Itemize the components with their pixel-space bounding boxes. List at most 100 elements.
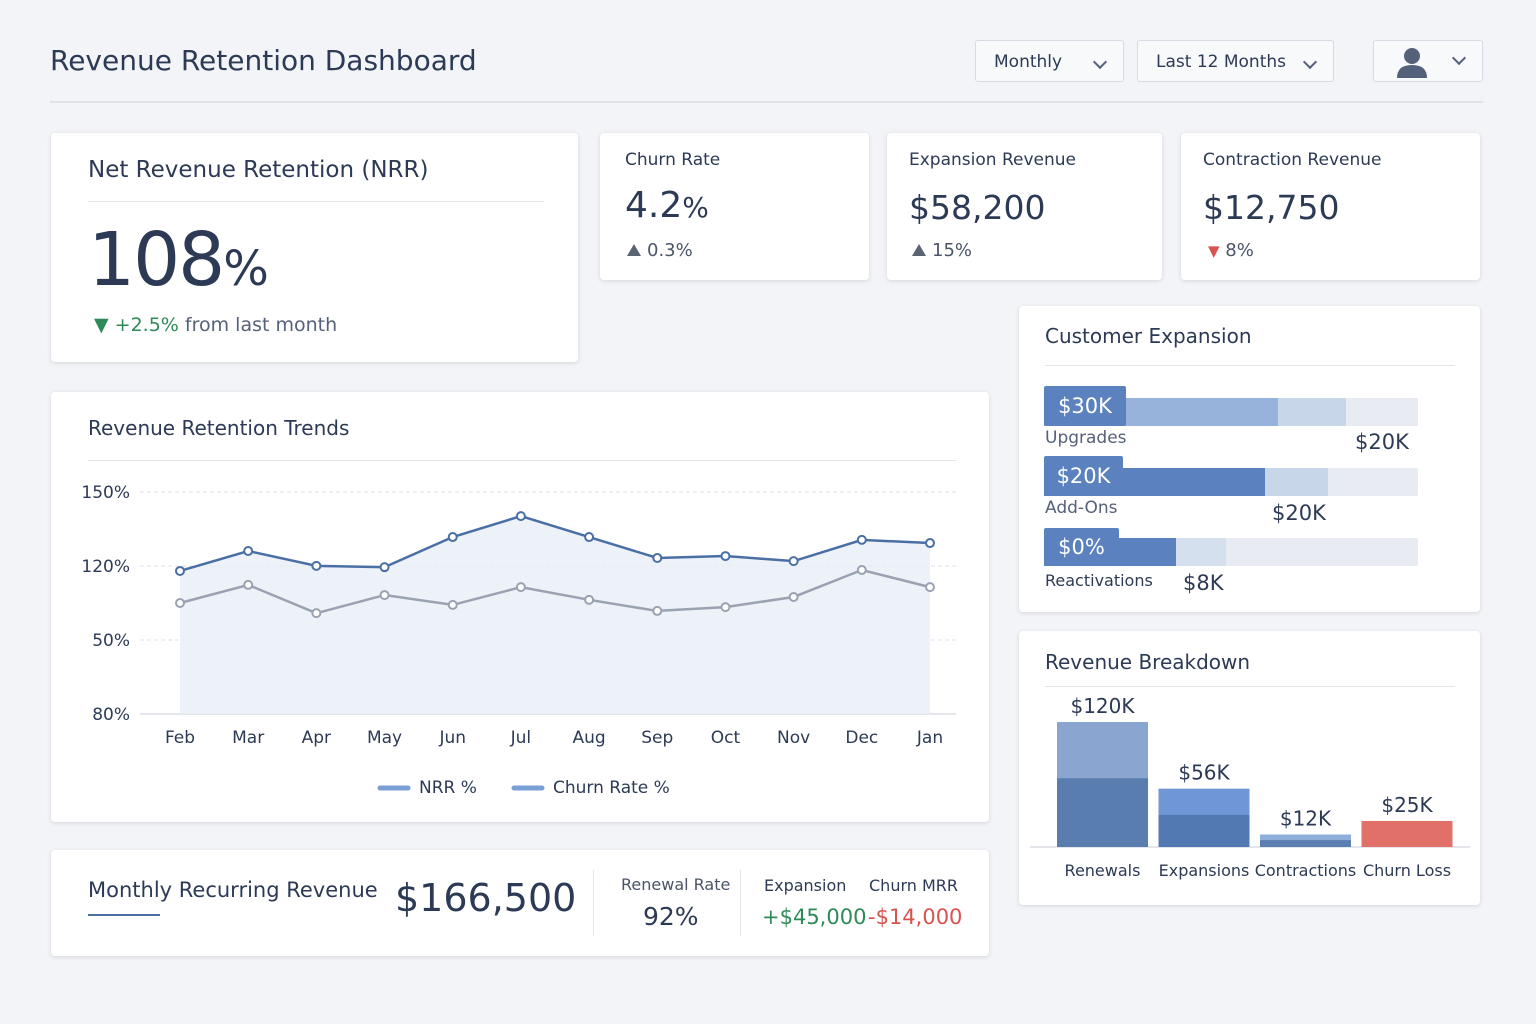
point: [788, 591, 799, 602]
point: [652, 605, 663, 616]
kpi-title: Churn Rate: [625, 150, 721, 170]
kpi-change: 15%: [912, 240, 972, 261]
stat-value: +$45,000: [762, 905, 867, 929]
bar-shade: [1260, 840, 1351, 847]
point: [243, 579, 254, 590]
divider: [50, 101, 1483, 103]
kpi-card: Churn Rate 4.2% 0.3%: [600, 133, 869, 280]
x-tick-label: Feb: [165, 728, 195, 748]
x-tick-label: Expansions: [1159, 861, 1250, 880]
row-value: $20K: [1272, 501, 1326, 525]
value-label: $56K: [1178, 761, 1230, 785]
point: [720, 602, 731, 613]
row-value: $8K: [1183, 571, 1224, 595]
mrr-value: $166,500: [395, 876, 577, 920]
card-title: Revenue Breakdown: [1045, 650, 1455, 687]
value: 4.2: [625, 185, 683, 226]
x-tick-label: Jul: [510, 728, 532, 748]
point: [379, 562, 390, 573]
card-title: Customer Expansion: [1045, 324, 1252, 348]
area: [180, 516, 930, 714]
dropdown-label: Monthly: [994, 52, 1063, 72]
x-tick-label: Churn Loss: [1363, 861, 1451, 880]
bar-shade: [1158, 814, 1250, 847]
unit: %: [682, 191, 709, 224]
value-label: $12K: [1280, 807, 1332, 831]
change: 15%: [932, 240, 973, 261]
down-arrow: ▼: [1208, 242, 1220, 260]
kpi-card: Expansion Revenue $58,200 15%: [887, 133, 1162, 280]
point: [311, 608, 322, 619]
value-label: $120K: [1070, 694, 1135, 718]
point: [379, 590, 390, 601]
badge: $0%: [1044, 528, 1119, 566]
change: 0.3%: [647, 240, 693, 261]
x-tick-label: Dec: [845, 728, 878, 748]
kpi-value: 4.2%: [625, 185, 709, 226]
kpi-change: ▼ 8%: [1208, 240, 1254, 261]
customer-expansion-card: Customer Expansion $30K Upgrades $20K $2…: [1019, 306, 1480, 612]
kpi-title: Contraction Revenue: [1203, 150, 1382, 170]
row-label: Upgrades: [1045, 428, 1127, 448]
point: [311, 560, 322, 571]
x-tick-label: Nov: [777, 728, 810, 748]
x-tick-label: Aug: [572, 728, 605, 748]
stat-value: -$14,000: [868, 905, 963, 929]
point: [925, 582, 935, 593]
change: +2.5%: [114, 314, 179, 336]
x-tick-label: Apr: [302, 728, 331, 748]
stat-label: Churn MRR: [869, 876, 959, 895]
up-arrow: [627, 244, 641, 256]
x-tick-label: Renewals: [1065, 861, 1141, 880]
point: [720, 551, 731, 562]
kpi-value: $58,200: [909, 188, 1046, 227]
x-tick-label: Oct: [711, 728, 741, 748]
stat-label: Expansion: [764, 876, 847, 895]
stat-value: 92%: [643, 902, 699, 931]
divider: [88, 201, 544, 202]
range-dropdown[interactable]: Last 12 Months: [1137, 40, 1334, 82]
row-value: $20K: [1355, 430, 1409, 454]
legend-label: NRR %: [419, 778, 477, 798]
row-label: Reactivations: [1045, 571, 1153, 590]
x-tick-label: Contractions: [1255, 861, 1357, 880]
badge: $20K: [1044, 456, 1123, 496]
underline: [88, 914, 160, 916]
card-title: Net Revenue Retention (NRR): [88, 157, 429, 183]
point: [925, 538, 935, 549]
bar-shade: [1361, 832, 1453, 847]
divider: [1045, 365, 1455, 366]
y-tick-label: 150%: [81, 483, 130, 503]
kpi-value: $12,750: [1203, 188, 1340, 227]
nrr-card: Net Revenue Retention (NRR) 108% ▼ +2.5%…: [51, 133, 578, 362]
user-menu[interactable]: [1373, 40, 1483, 82]
point: [243, 545, 254, 556]
point: [584, 594, 595, 605]
series-line: [179, 568, 931, 615]
bar-shade: [1057, 778, 1148, 847]
kpi-title: Expansion Revenue: [909, 150, 1076, 170]
y-tick-label: 50%: [92, 631, 130, 651]
x-tick-label: Sep: [641, 728, 673, 748]
point: [447, 532, 458, 543]
point: [584, 532, 595, 543]
point: [788, 556, 799, 567]
note: from last month: [184, 314, 338, 336]
legend-label: Churn Rate %: [553, 778, 670, 798]
point: [175, 565, 185, 576]
change: 8%: [1225, 240, 1254, 261]
row-label: Add-Ons: [1045, 498, 1118, 518]
y-tick-label: 120%: [81, 557, 130, 577]
point: [447, 599, 458, 610]
divider: [740, 870, 741, 936]
dashboard-title: Revenue Retention Dashboard: [50, 44, 477, 77]
up-arrow: [912, 244, 926, 256]
period-dropdown[interactable]: Monthly: [975, 40, 1124, 82]
kpi-change: 0.3%: [627, 240, 693, 261]
mrr-card: Monthly Recurring Revenue $166,500 Renew…: [51, 850, 989, 956]
nrr-change: ▼ +2.5% from last month: [94, 314, 337, 336]
nrr-value: 108%: [88, 217, 269, 303]
value: 108: [88, 217, 225, 303]
